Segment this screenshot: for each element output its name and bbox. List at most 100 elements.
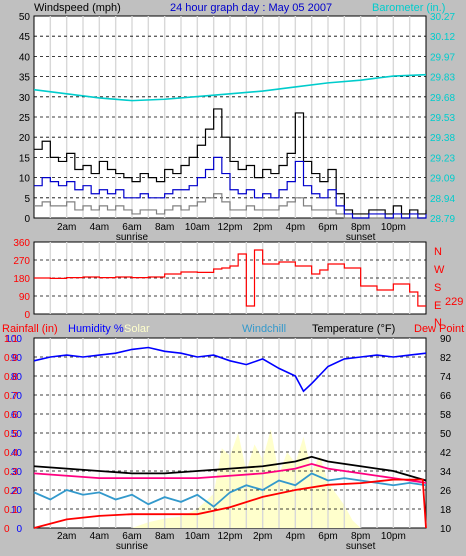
series-temperature <box>33 455 427 482</box>
windspeed-tick: 40 <box>19 52 31 63</box>
humidity-tick: 10 <box>11 505 23 516</box>
barometer-tick: 29.97 <box>430 52 455 63</box>
rainfall-tick: 0.8 <box>4 372 18 383</box>
temperature-x-tick: 8am <box>155 531 174 542</box>
rainfall-tick: 0.3 <box>4 467 18 478</box>
series-rainfall <box>33 478 427 529</box>
barometer-tick: 29.09 <box>430 174 455 185</box>
temperature-x-tick: 4pm <box>286 531 305 542</box>
series-windchill <box>33 472 427 508</box>
barometer-tick: 29.23 <box>430 153 455 164</box>
temperature-tick: 42 <box>440 448 452 459</box>
dir-label-w: W <box>434 264 445 276</box>
wind-direction-current-value: 229 <box>445 296 463 308</box>
humidity-tick: 60 <box>11 410 23 421</box>
temperature-annotation-sunset: sunset <box>346 541 376 552</box>
temperature-x-tick: 10pm <box>381 531 406 542</box>
rainfall-tick: 0.4 <box>4 448 18 459</box>
temperature-x-tick: 10am <box>185 531 210 542</box>
series-wind-direction <box>34 249 426 307</box>
temperature-tick: 34 <box>440 467 452 478</box>
windspeed-x-tick: 12pm <box>217 222 242 233</box>
temperature-legend: Temperature (°F) <box>312 323 395 335</box>
dir-label-e: E <box>434 300 441 312</box>
barometer-tick: 29.83 <box>430 73 455 84</box>
temperature-tick: 58 <box>440 410 452 421</box>
windchill-legend: Windchill <box>242 323 286 335</box>
temperature-tick: 90 <box>440 334 452 345</box>
rainfall-tick: 0.2 <box>4 486 18 497</box>
temperature-tick: 74 <box>440 372 452 383</box>
barometer-tick: 29.68 <box>430 93 455 104</box>
barometer-axis-label: Barometer (in.) <box>372 2 445 14</box>
windspeed-x-tick: 10pm <box>381 222 406 233</box>
series-dew-point <box>33 462 427 484</box>
rainfall-tick: 0.6 <box>4 410 18 421</box>
dew-point-legend: Dew Point <box>414 323 464 335</box>
temperature-x-tick: 6am <box>122 531 141 542</box>
barometer-tick: 28.79 <box>430 214 455 225</box>
windspeed-tick: 35 <box>19 73 31 84</box>
windspeed-annotation-sunrise: sunrise <box>116 232 149 243</box>
temperature-x-tick: 2am <box>57 531 76 542</box>
direction-tick: 180 <box>13 274 30 285</box>
temperature-annotation-sunrise: sunrise <box>116 541 149 552</box>
humidity-tick: 70 <box>11 391 23 402</box>
windspeed-x-tick: 2am <box>57 222 76 233</box>
humidity-tick: 40 <box>11 448 23 459</box>
series-humidity <box>33 346 427 393</box>
direction-tick: 360 <box>13 238 30 249</box>
windspeed-x-tick: 8am <box>155 222 174 233</box>
direction-tick: 0 <box>24 310 30 321</box>
windspeed-tick: 50 <box>19 12 31 23</box>
windspeed-tick: 5 <box>24 194 30 205</box>
windspeed-tick: 0 <box>24 214 30 225</box>
chart-title: 24 hour graph day : May 05 2007 <box>170 2 332 14</box>
humidity-tick: 100 <box>5 334 22 345</box>
rainfall-tick: 0.5 <box>4 429 18 440</box>
windspeed-axis-label: Windspeed (mph) <box>34 2 121 14</box>
direction-tick: 270 <box>13 256 30 267</box>
windspeed-tick: 30 <box>19 93 31 104</box>
dir-label-n-top: N <box>434 246 442 258</box>
series-barometer <box>33 73 427 102</box>
humidity-tick: 90 <box>11 353 23 364</box>
series-windspeed <box>34 156 427 219</box>
barometer-tick: 29.53 <box>430 113 455 124</box>
temperature-tick: 50 <box>440 429 452 440</box>
rainfall-tick: 1.1 <box>4 334 18 345</box>
windspeed-x-tick: 4am <box>90 222 109 233</box>
humidity-tick: 30 <box>11 467 23 478</box>
windspeed-x-tick: 8pm <box>351 222 370 233</box>
temperature-x-tick: 12pm <box>217 531 242 542</box>
barometer-tick: 30.27 <box>430 12 455 23</box>
temperature-x-tick: 4am <box>90 531 109 542</box>
dir-label-s: S <box>434 282 441 294</box>
solar-legend: Solar <box>124 323 150 335</box>
humidity-tick: 0 <box>16 524 22 535</box>
windspeed-tick: 15 <box>19 153 31 164</box>
windspeed-x-tick: 2pm <box>253 222 272 233</box>
rainfall-tick: 0.7 <box>4 391 18 402</box>
dir-label-n-bottom: N <box>434 317 442 329</box>
rainfall-tick: 0 <box>4 524 10 535</box>
temperature-x-tick: 8pm <box>351 531 370 542</box>
humidity-tick: 80 <box>11 372 23 383</box>
humidity-legend: Humidity % <box>68 323 124 335</box>
series-windspeed-gust <box>34 108 427 215</box>
windspeed-tick: 20 <box>19 133 31 144</box>
temperature-tick: 10 <box>440 524 452 535</box>
rainfall-tick: 0.1 <box>4 505 18 516</box>
rainfall-legend: Rainfall (in) <box>2 323 58 335</box>
windspeed-tick: 10 <box>19 174 31 185</box>
windspeed-tick: 25 <box>19 113 31 124</box>
windspeed-x-tick: 6pm <box>318 222 337 233</box>
temperature-x-tick: 6pm <box>318 531 337 542</box>
windspeed-x-tick: 6am <box>122 222 141 233</box>
barometer-tick: 28.94 <box>430 194 455 205</box>
temperature-tick: 82 <box>440 353 452 364</box>
barometer-tick: 29.38 <box>430 133 455 144</box>
windspeed-x-tick: 4pm <box>286 222 305 233</box>
